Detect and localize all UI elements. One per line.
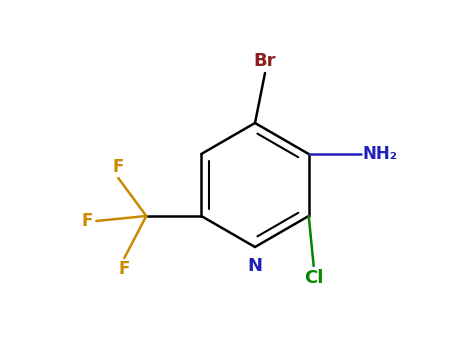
Text: N: N <box>248 257 263 275</box>
Text: Br: Br <box>254 52 276 70</box>
Text: F: F <box>119 260 130 278</box>
Text: Cl: Cl <box>304 269 324 287</box>
Text: NH₂: NH₂ <box>363 145 398 163</box>
Text: F: F <box>82 212 93 230</box>
Text: F: F <box>113 158 124 176</box>
